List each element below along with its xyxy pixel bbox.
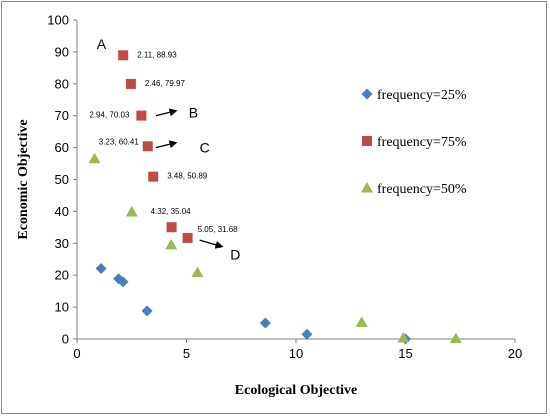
x-tick-label: 15 [398,346,412,361]
y-tick-label: 20 [55,268,69,283]
data-label: 2.11, 88.93 [137,50,177,59]
data-label: 2.94, 70.03 [89,111,130,120]
point-square [166,222,177,233]
legend-label: frequency=75% [377,135,467,150]
annotation-arrow [155,140,178,149]
annotation-letter: C [200,140,210,156]
point-triangle [449,332,462,344]
point-square [182,232,193,243]
annotation-letter: A [97,36,107,52]
y-tick-label: 50 [55,172,69,187]
x-tick-label: 20 [508,346,522,361]
point-diamond [301,328,313,340]
annotation-letter: D [230,246,240,262]
y-tick-label: 70 [55,108,69,123]
y-tick-label: 60 [55,140,69,155]
point-square [118,50,129,61]
data-label: 3.48, 50.89 [167,172,208,181]
data-label: 4.32, 35.04 [151,207,192,216]
point-square [125,78,136,89]
point-triangle [355,316,368,327]
annotations: A B C D [97,36,241,263]
annotation-letter: B [189,105,198,121]
point-diamond [259,317,271,329]
x-tick-label: 10 [289,346,303,361]
point-diamond [141,305,153,317]
point-square [142,141,153,152]
point-triangle [165,238,178,250]
point-triangle [88,152,101,164]
y-tick-label: 80 [55,76,69,91]
point-diamond [95,263,107,275]
annotation-arrow [155,108,178,117]
data-labels: 2.11, 88.93 2.46, 79.97 2.94, 70.03 3.23, 6… [89,50,238,234]
axes [76,20,515,340]
y-tick-label: 90 [55,44,69,59]
x-tick-label: 5 [183,346,190,361]
data-label: 3.23, 60.41 [99,137,140,146]
tick-labels: 0 5 10 15 20 0 10 20 30 40 50 60 70 80 90 100 [47,13,522,362]
point-square [136,110,147,121]
legend: frequency=25% frequency=75% frequency=50% [361,88,467,197]
point-triangle [125,206,138,217]
legend-label: frequency=25% [377,88,467,103]
y-tick-label: 40 [55,204,69,219]
point-diamond [117,276,129,288]
y-tick-label: 10 [55,300,69,315]
legend-label: frequency=50% [377,182,467,197]
data-points [88,50,462,345]
legend-marker-diamond [361,88,373,100]
annotation-arrow [199,239,224,249]
legend-marker-triangle [361,182,373,193]
point-triangle [191,266,204,278]
x-axis-title: Ecological Objective [235,383,357,398]
point-triangle [397,332,410,343]
y-tick-label: 30 [55,236,69,251]
point-square [148,171,159,182]
legend-marker-square [362,136,372,146]
y-tick-label: 0 [62,332,69,347]
y-tick-label: 100 [47,13,69,28]
data-label: 2.46, 79.97 [145,79,186,88]
y-axis-title: Economic Objective [16,119,31,239]
x-tick-label: 0 [73,346,80,361]
data-label: 5.05, 31.68 [198,225,239,234]
